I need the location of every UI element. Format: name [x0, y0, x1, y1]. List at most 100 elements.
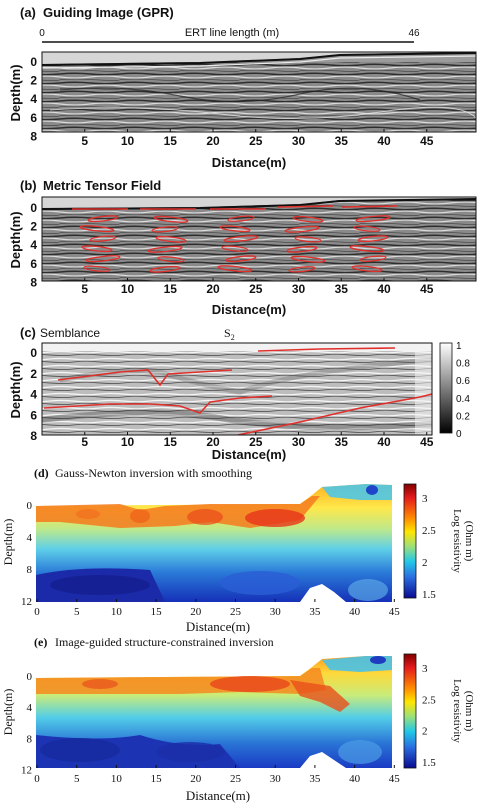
colorbar-tick-label: 1 — [456, 341, 462, 352]
colorbar-tick-label: 2 — [422, 557, 428, 569]
horizon-3 — [237, 393, 432, 435]
tensor-ellipse — [79, 225, 115, 233]
metric-tensor-ellipses — [72, 205, 399, 273]
panel-b-letter: (b) — [20, 178, 37, 193]
panel-a-xticks: 5 10 15 20 25 30 35 40 45 — [81, 129, 434, 148]
colorbar-tick-label: 0.2 — [456, 411, 470, 422]
panel-b-frame — [41, 196, 477, 282]
xtick-label: 10 — [121, 435, 135, 449]
xtick-label: 45 — [420, 282, 434, 296]
panel-a-letter: (a) — [20, 5, 36, 20]
xtick-label: 5 — [81, 134, 88, 148]
xtick-label: 0 — [34, 606, 40, 618]
ytick-label: 12 — [21, 596, 32, 608]
tensor-ellipse — [286, 246, 318, 253]
ert-line-label: ERT line length (m) — [185, 27, 279, 39]
panel-e-colorbar-units: (Ohm m) — [463, 691, 475, 732]
xtick-label: 45 — [420, 435, 434, 449]
xtick-label: 45 — [389, 606, 401, 618]
ytick-label: 2 — [30, 220, 37, 234]
colorbar-tick-label: 2.5 — [422, 694, 436, 706]
panel-d-colorbar-label: Log resistivity — [451, 509, 463, 573]
tensor-ellipse — [357, 235, 389, 242]
ytick-label: 2 — [30, 367, 37, 381]
xtick-label: 30 — [270, 606, 282, 618]
horizon-1 — [57, 369, 233, 387]
tensor-ellipse — [294, 236, 322, 243]
colorbar-tick-label: 1.5 — [422, 589, 436, 601]
panel-a: (a) Guiding Image (GPR) 0 ERT line lengt… — [8, 5, 477, 170]
tensor-ellipse — [359, 255, 387, 262]
xtick-label: 5 — [74, 606, 80, 618]
tensor-ellipse — [89, 235, 117, 242]
panel-e-yticks: 0 4 8 12 — [21, 671, 33, 777]
tensor-ellipse — [355, 215, 391, 223]
xtick-label: 10 — [121, 134, 135, 148]
xtick-label: 45 — [389, 773, 401, 785]
ytick-label: 0 — [27, 671, 33, 683]
xtick-label: 20 — [190, 606, 202, 618]
tensor-ellipse — [225, 255, 257, 262]
ytick-label: 0 — [30, 346, 37, 360]
panel-b-xlabel: Distance(m) — [212, 302, 286, 317]
tensor-ellipse — [83, 265, 111, 272]
xtick-label: 25 — [249, 134, 263, 148]
panel-d-yticks: 0 4 8 12 — [21, 500, 33, 608]
ytick-label: 6 — [30, 111, 37, 125]
xtick-label: 20 — [206, 134, 220, 148]
panel-a-ylabel: Depth(m) — [8, 64, 23, 121]
panel-b-xticks: 5 10 15 20 25 30 35 40 45 — [81, 278, 434, 296]
horizon-s2 — [257, 347, 396, 352]
ytick-label: 6 — [30, 257, 37, 271]
resistivity-colorbar-d — [403, 483, 417, 599]
colorbar-tick-label: 1.5 — [422, 757, 436, 769]
tensor-ellipse — [155, 236, 187, 243]
panel-c-title: Semblance — [40, 326, 100, 340]
panel-c-xticks: 5 10 15 20 25 30 35 40 45 — [81, 432, 434, 449]
panel-d-colorbar-units: (Ohm m) — [463, 521, 475, 562]
xtick-label: 35 — [335, 282, 349, 296]
tensor-ellipse — [87, 215, 119, 222]
panel-c-frame — [41, 342, 433, 436]
xtick-label: 25 — [249, 282, 263, 296]
tensor-ellipse — [157, 256, 185, 263]
ert-end-label: 46 — [408, 28, 420, 39]
ytick-label: 8 — [30, 429, 37, 443]
colorbar-tick-label: 3 — [422, 493, 428, 505]
xtick-label: 10 — [111, 606, 123, 618]
semblance-annotation: S2 — [224, 326, 235, 342]
xtick-label: 15 — [151, 773, 163, 785]
tensor-ellipse — [351, 265, 383, 272]
xtick-label: 20 — [190, 773, 202, 785]
panel-e-colorbar-ticks: 3 2.5 2 1.5 — [422, 663, 436, 769]
panel-e-xlabel: Distance(m) — [186, 788, 250, 803]
xtick-label: 15 — [164, 435, 178, 449]
tensor-stroke — [276, 205, 334, 208]
xtick-label: 30 — [270, 773, 282, 785]
ert-start-label: 0 — [39, 28, 45, 39]
ytick-label: 4 — [30, 92, 37, 106]
panel-d-letter: (d) — [34, 466, 49, 480]
xtick-label: 20 — [206, 435, 220, 449]
panel-a-yticks: 0 2 4 6 8 — [30, 55, 37, 143]
colorbar-tick-label: 2.5 — [422, 525, 436, 537]
tensor-ellipse — [153, 215, 189, 223]
colorbar-tick-label: 2 — [422, 726, 428, 738]
panel-d-title: Gauss-Newton inversion with smoothing — [55, 466, 252, 480]
colorbar-tick-label: 0.8 — [456, 359, 470, 370]
xtick-label: 15 — [151, 606, 163, 618]
panel-c-colorbar-ticks: 1 0.8 0.6 0.4 0.2 0 — [456, 341, 470, 440]
xtick-label: 40 — [349, 606, 361, 618]
ytick-label: 0 — [30, 201, 37, 215]
colorbar-tick-label: 3 — [422, 663, 428, 675]
tensor-ellipse — [284, 225, 320, 233]
panel-c-letter: (c) — [20, 325, 36, 340]
panel-b-yticks: 0 2 4 6 8 — [30, 201, 37, 289]
xtick-label: 40 — [377, 282, 391, 296]
tensor-ellipse — [147, 245, 183, 253]
resistivity-model-d — [36, 484, 392, 602]
resistivity-model-e — [36, 656, 392, 768]
tensor-ellipse — [81, 245, 113, 252]
panel-e-ylabel: Depth(m) — [1, 689, 15, 736]
